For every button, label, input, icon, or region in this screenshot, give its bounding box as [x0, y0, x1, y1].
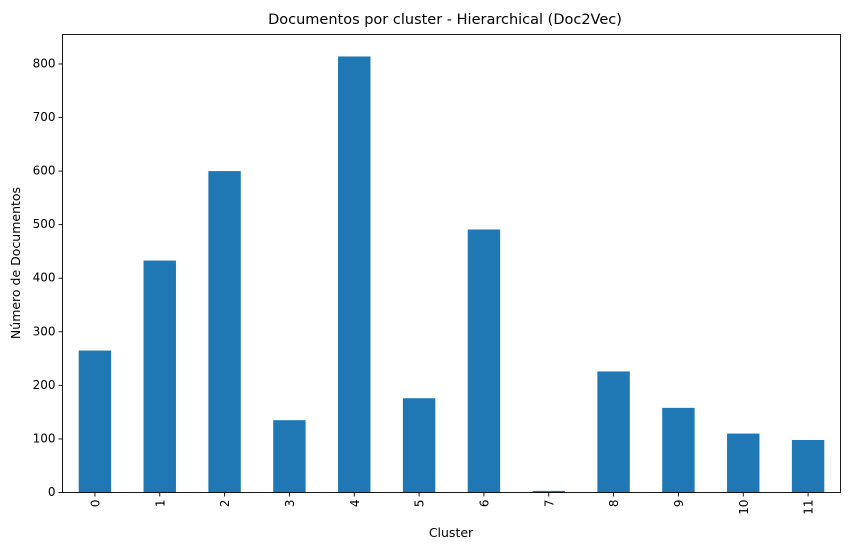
x-tick-label-7: 7: [542, 500, 556, 508]
x-axis: 0 1 2 3 4 5 6 7 8 9 10 11: [88, 492, 816, 515]
y-tick-label-0: 0: [48, 485, 56, 499]
bar-3: [273, 420, 306, 493]
x-tick-label-8: 8: [607, 500, 621, 508]
bars-group: [78, 56, 825, 493]
x-tick-label-2: 2: [218, 500, 232, 508]
y-tick-label-700: 700: [33, 110, 56, 124]
bar-10: [727, 433, 760, 493]
y-tick-label-100: 100: [33, 431, 56, 445]
bar-4: [338, 56, 371, 493]
x-tick-label-9: 9: [672, 500, 686, 508]
bar-8: [597, 371, 630, 493]
x-tick-label-4: 4: [348, 500, 362, 508]
plot-frame: [62, 34, 841, 493]
x-tick-label-11: 11: [802, 500, 816, 515]
bar-0: [78, 350, 112, 493]
bar-2: [208, 171, 241, 493]
bar-1: [143, 260, 176, 493]
bar-11: [791, 440, 825, 493]
y-tick-label-500: 500: [33, 217, 56, 231]
y-tick-label-200: 200: [33, 378, 56, 392]
y-tick-label-400: 400: [33, 271, 56, 285]
x-axis-label: Cluster: [429, 525, 474, 540]
y-axis-label: Número de Documentos: [8, 187, 23, 339]
bar-6: [467, 229, 501, 493]
bar-7: [532, 490, 565, 493]
y-tick-label-800: 800: [33, 56, 56, 70]
y-tick-label-600: 600: [33, 164, 56, 178]
x-tick-label-10: 10: [737, 500, 751, 515]
bar-5: [402, 398, 436, 493]
x-tick-label-5: 5: [413, 500, 427, 508]
x-tick-label-6: 6: [477, 500, 491, 508]
y-axis: 0 100 200 300 400 500 600 700 800: [33, 56, 63, 499]
x-tick-label-0: 0: [88, 500, 102, 508]
y-tick-label-300: 300: [33, 324, 56, 338]
x-tick-label-1: 1: [153, 500, 167, 508]
chart-title: Documentos por cluster - Hierarchical (D…: [268, 12, 622, 28]
bar-9: [662, 407, 695, 493]
x-tick-label-3: 3: [283, 500, 297, 508]
